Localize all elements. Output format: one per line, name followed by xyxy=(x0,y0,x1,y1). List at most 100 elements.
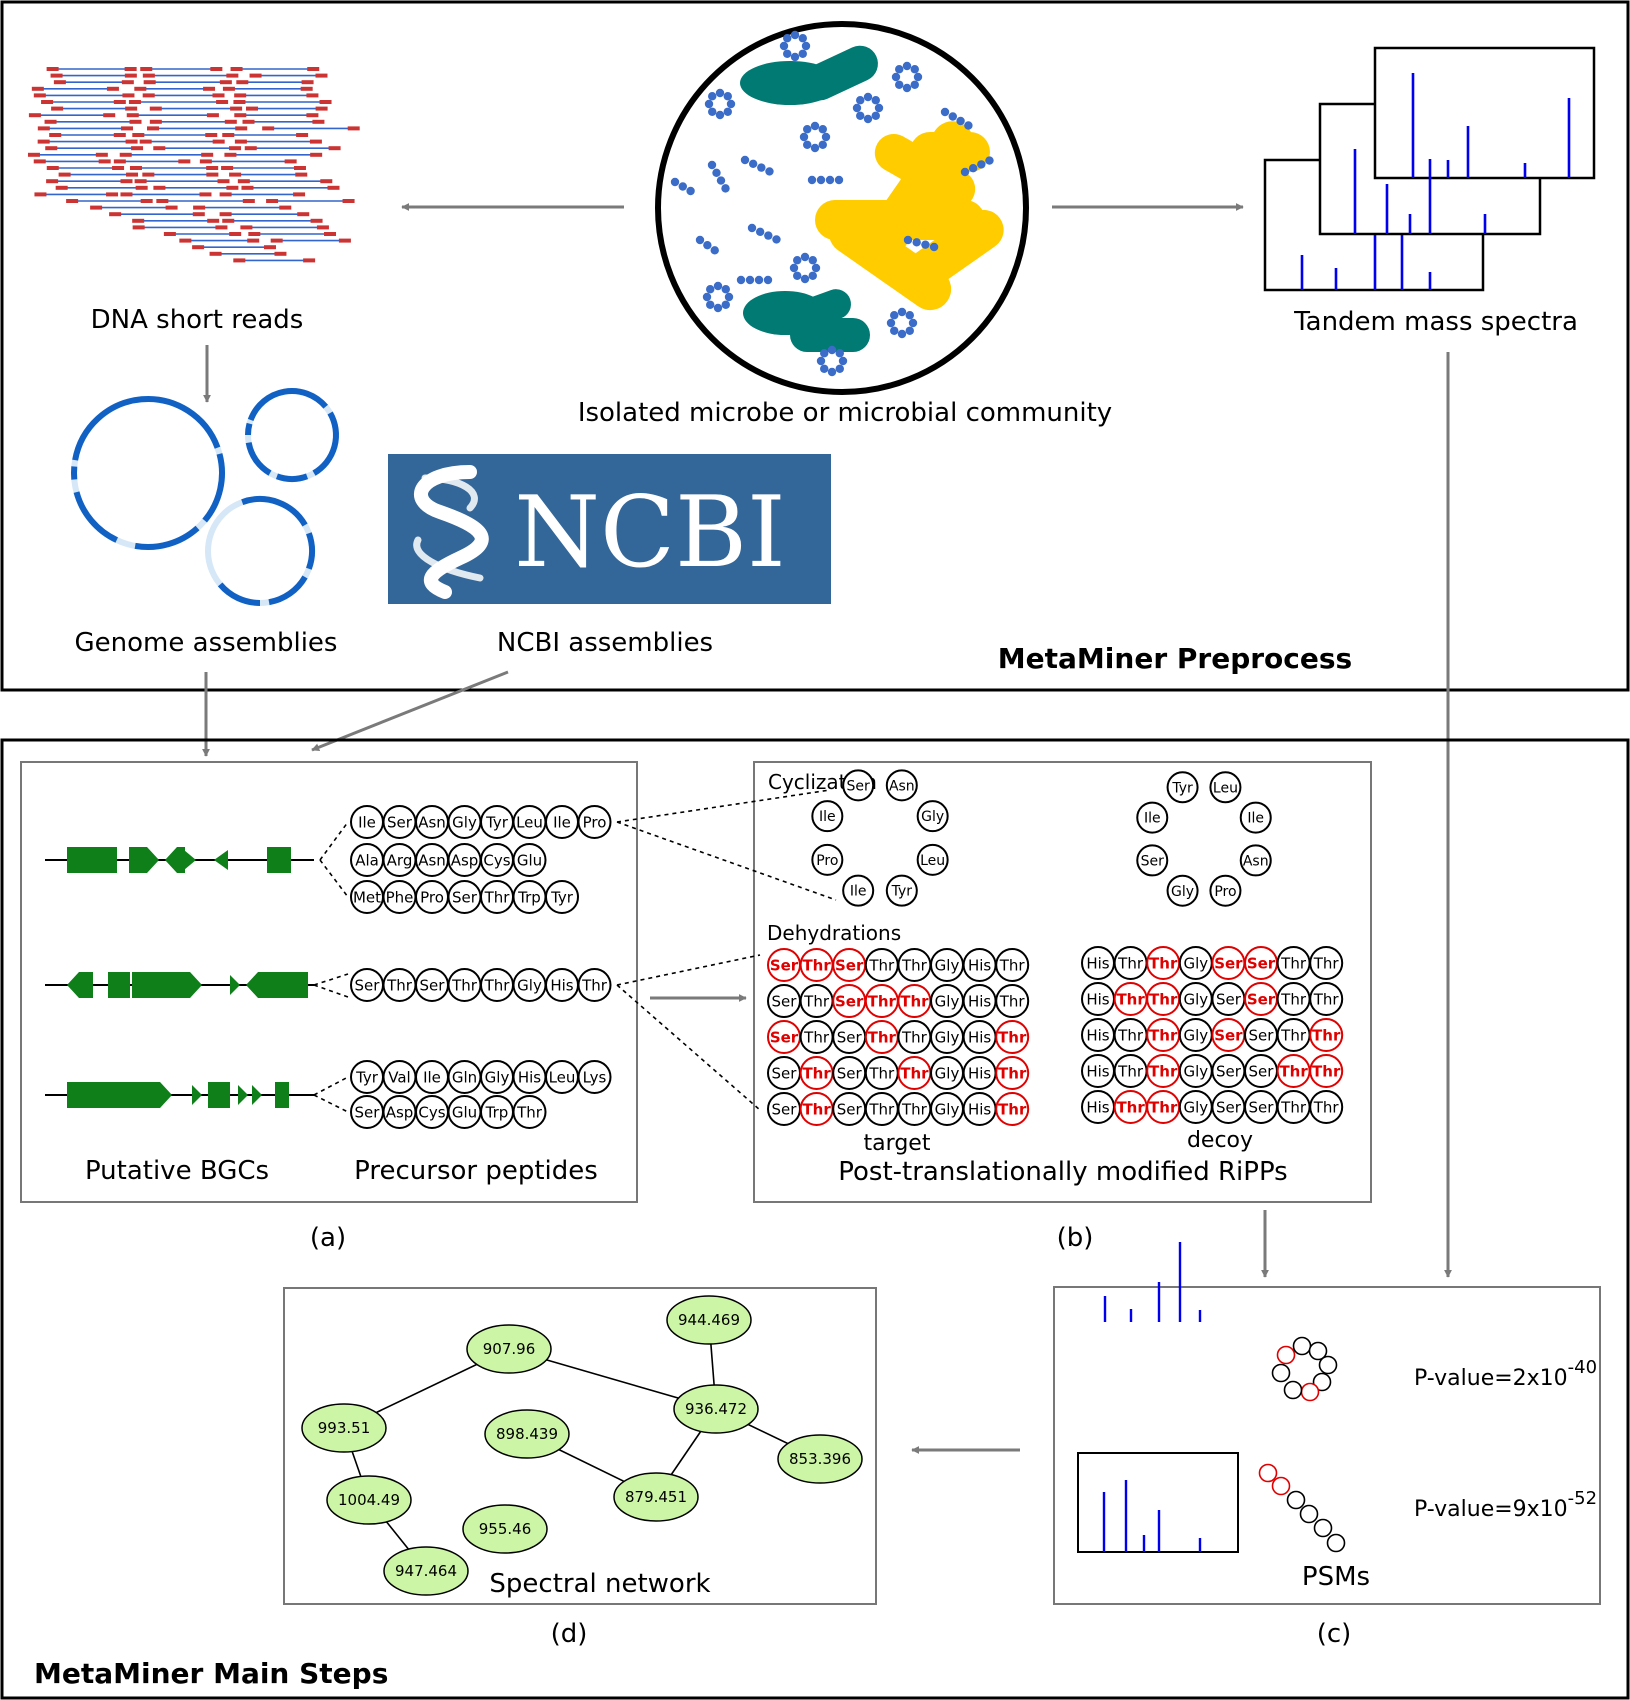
amino-acid-label: Lys xyxy=(583,1068,607,1086)
read-end xyxy=(203,87,215,91)
amino-acid-label: Ser xyxy=(387,813,413,831)
psm-residue xyxy=(1260,1465,1277,1482)
coccus xyxy=(808,176,816,184)
coccus xyxy=(790,264,798,272)
amino-acid-label: Ser xyxy=(837,1064,863,1082)
biosynthetic-gene xyxy=(67,847,117,873)
read-end xyxy=(241,186,253,190)
amino-acid-label: Gly xyxy=(1183,954,1208,972)
biosynthetic-gene xyxy=(67,972,93,998)
amino-acid: Ser xyxy=(1212,1091,1244,1123)
dotted-connector xyxy=(617,822,836,900)
read-end xyxy=(243,120,255,124)
coccus xyxy=(716,111,724,119)
amino-acid: Ser xyxy=(833,1093,865,1125)
main-steps-title: MetaMiner Main Steps xyxy=(34,1657,388,1690)
amino-acid: His xyxy=(546,969,578,1001)
amino-acid-label: Leu xyxy=(549,1068,576,1086)
amino-acid-label: Asp xyxy=(386,1103,414,1121)
read-end xyxy=(324,232,336,236)
amino-acid-label: Gly xyxy=(935,992,960,1010)
genome-contig xyxy=(314,413,336,473)
coccus xyxy=(904,236,912,244)
preprocess-title: MetaMiner Preprocess xyxy=(998,642,1352,675)
read-end xyxy=(310,140,322,144)
amino-acid-label: Leu xyxy=(516,813,543,831)
read-end xyxy=(233,100,245,104)
amino-acid: Thr xyxy=(898,985,930,1017)
biosynthetic-gene xyxy=(192,1085,202,1105)
coccus xyxy=(839,357,847,365)
amino-acid-label: Tyr xyxy=(355,1068,379,1086)
amino-acid: His xyxy=(964,1093,996,1125)
coccus xyxy=(725,293,733,301)
read-end xyxy=(130,166,142,170)
read-end xyxy=(129,100,141,104)
read-end xyxy=(206,173,218,177)
amino-acid-label: Ser xyxy=(1214,1026,1243,1044)
coccus xyxy=(906,327,914,335)
read-end xyxy=(109,212,121,216)
amino-acid-label: Ser xyxy=(420,976,446,994)
amino-acid: Pro xyxy=(812,845,842,875)
amino-acid: Asn xyxy=(416,844,448,876)
read-end xyxy=(220,212,232,216)
amino-acid: Ser xyxy=(1245,947,1277,979)
amino-acid-label: Leu xyxy=(920,853,945,869)
dehydrations-label: Dehydrations xyxy=(767,921,901,945)
read-end xyxy=(223,87,235,91)
amino-acid-label: His xyxy=(968,992,991,1010)
coccus xyxy=(801,253,809,261)
ncbi-logo: NCBI xyxy=(388,454,831,604)
amino-acid: Leu xyxy=(514,806,546,838)
dotted-connector xyxy=(314,985,348,997)
coccus xyxy=(890,311,898,319)
amino-acid-label: Thr xyxy=(484,888,511,906)
read-end xyxy=(312,120,324,124)
read-end xyxy=(297,212,309,216)
read-end xyxy=(45,146,57,150)
amino-acid-label: Cys xyxy=(418,1103,445,1121)
amino-acid: Thr xyxy=(898,1093,930,1125)
amino-acid: Ile xyxy=(1137,803,1167,833)
psm-residue xyxy=(1278,1347,1295,1364)
amino-acid: Gly xyxy=(514,969,546,1001)
amino-acid-label: Thr xyxy=(1117,954,1144,972)
coccus xyxy=(809,272,817,280)
read-end xyxy=(295,173,307,177)
coccus xyxy=(835,176,843,184)
read-end xyxy=(201,153,213,157)
coccus xyxy=(872,96,880,104)
amino-acid: Thr xyxy=(579,969,611,1001)
amino-acid: Ile xyxy=(812,801,842,831)
coccus xyxy=(949,112,957,120)
amino-acid-label: Ser xyxy=(355,1103,381,1121)
amino-acid: His xyxy=(514,1061,546,1093)
amino-acid-label: Thr xyxy=(868,1100,895,1118)
genome-contig xyxy=(205,454,222,521)
amino-acid: Thr xyxy=(514,1096,546,1128)
amino-acid-label: Thr xyxy=(868,956,895,974)
read-end xyxy=(229,232,241,236)
coccus xyxy=(890,327,898,335)
amino-acid: Thr xyxy=(1147,1055,1179,1087)
genome-contig xyxy=(242,499,305,525)
psm-residue xyxy=(1328,1535,1345,1552)
amino-acid: Thr xyxy=(1278,1019,1310,1051)
coccus xyxy=(724,92,732,100)
coccus xyxy=(820,349,828,357)
biosynthetic-gene xyxy=(67,1082,172,1108)
amino-acid: Ser xyxy=(1245,1019,1277,1051)
read-end xyxy=(47,166,59,170)
coccus xyxy=(793,256,801,264)
amino-acid: Thr xyxy=(898,1057,930,1089)
read-end xyxy=(150,120,162,124)
read-end xyxy=(114,100,126,104)
amino-acid: Ser xyxy=(768,1057,800,1089)
read-end xyxy=(125,67,137,71)
amino-acid: Thr xyxy=(1278,947,1310,979)
coccus xyxy=(686,187,694,195)
network-node-label: 898.439 xyxy=(496,1425,558,1443)
amino-acid-label: Thr xyxy=(1312,1062,1341,1080)
amino-acid: Thr xyxy=(898,949,930,981)
